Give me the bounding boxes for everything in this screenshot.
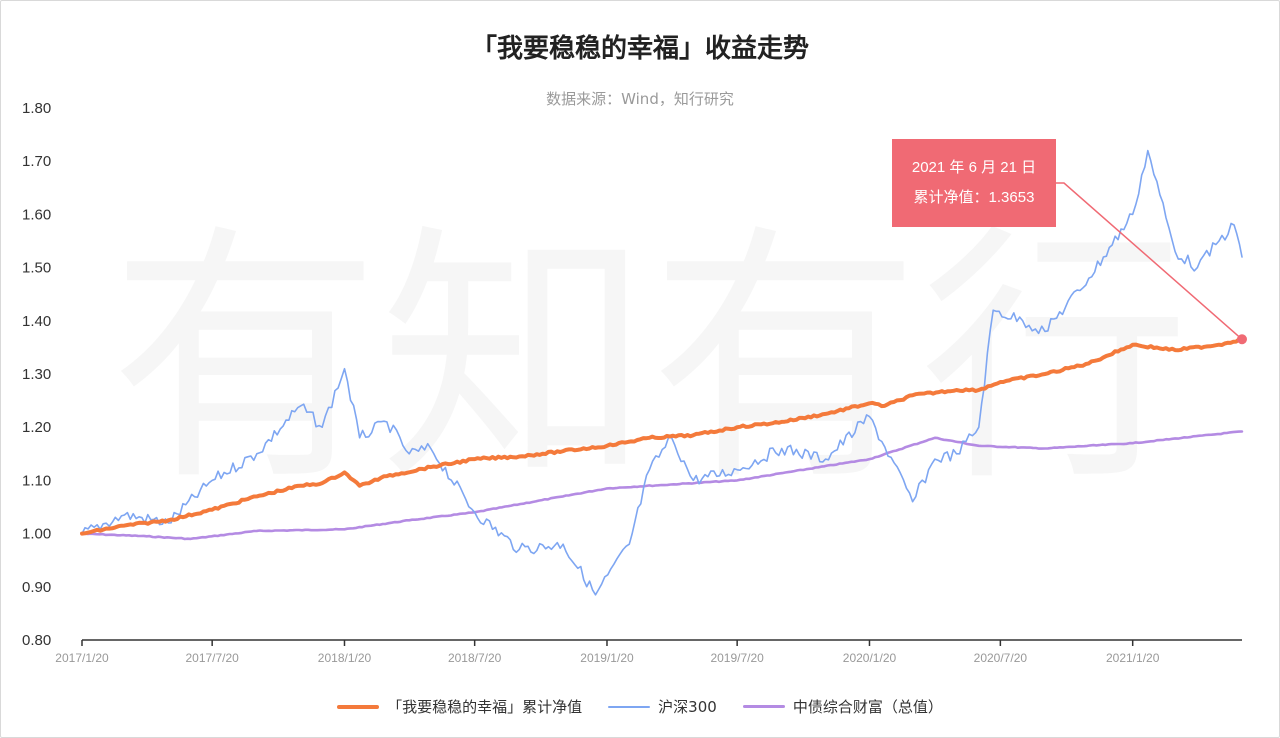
x-tick-label: 2020/7/20 [974, 651, 1028, 665]
legend-item-fund[interactable]: 「我要稳稳的幸福」累计净值 [337, 696, 582, 717]
y-tick-label: 1.20 [22, 419, 51, 436]
series-line [81, 149, 1243, 596]
legend-label-csi300: 沪深300 [658, 698, 717, 716]
chart-subtitle: 数据来源：Wind，知行研究 [546, 90, 734, 108]
x-tick-label: 2017/1/20 [55, 651, 109, 665]
legend-label-bond: 中债综合财富（总值） [792, 698, 943, 716]
legend-item-csi300[interactable]: 沪深300 [608, 696, 717, 717]
legend-label-fund: 「我要稳稳的幸福」累计净值 [387, 698, 583, 716]
x-tick-label: 2018/7/20 [448, 651, 502, 665]
tooltip-leader-line [1056, 182, 1243, 340]
tooltip: 2021 年 6 月 21 日 累计净值：1.3653 [892, 139, 1056, 227]
y-tick-label: 1.10 [22, 472, 51, 489]
y-tick-label: 1.30 [22, 366, 51, 383]
overlay-layer [1056, 182, 1247, 345]
x-tick-label: 2019/1/20 [580, 651, 634, 665]
highlight-point [1237, 334, 1247, 345]
y-tick-label: 1.00 [22, 526, 51, 543]
y-axis: 0.80 0.90 1.00 1.10 1.20 1.30 1.40 1.50 1.60 1.70… [22, 100, 51, 649]
x-tick-label: 2017/7/20 [185, 651, 239, 665]
legend: 「我要稳稳的幸福」累计净值 沪深300 中债综合财富（总值） [0, 696, 1280, 717]
legend-swatch-fund [337, 704, 380, 709]
y-tick-label: 1.70 [22, 153, 51, 170]
x-axis: 2017/1/20 2017/7/20 2018/1/20 2018/7/20 2019… [55, 639, 1242, 665]
legend-item-bond[interactable]: 中债综合财富（总值） [742, 696, 943, 717]
y-tick-label: 1.50 [22, 260, 51, 277]
y-tick-label: 0.90 [22, 579, 51, 596]
x-tick-label: 2018/1/20 [318, 651, 372, 665]
y-tick-label: 1.80 [22, 100, 51, 117]
chart-title: 「我要稳稳的幸福」收益走势 [470, 34, 809, 64]
series-line [80, 430, 1244, 541]
legend-swatch-csi300 [608, 705, 651, 708]
legend-swatch-bond [742, 705, 785, 708]
tooltip-value: 累计净值：1.3653 [913, 189, 1035, 206]
x-tick-label: 2021/1/20 [1106, 651, 1160, 665]
tooltip-date: 2021 年 6 月 21 日 [911, 159, 1037, 176]
y-tick-label: 0.80 [22, 632, 51, 649]
series-layer [80, 149, 1244, 596]
x-tick-label: 2019/7/20 [710, 651, 764, 665]
series-line [80, 337, 1244, 536]
y-tick-label: 1.60 [22, 206, 51, 223]
x-tick-label: 2020/1/20 [843, 651, 897, 665]
y-tick-label: 1.40 [22, 313, 51, 330]
